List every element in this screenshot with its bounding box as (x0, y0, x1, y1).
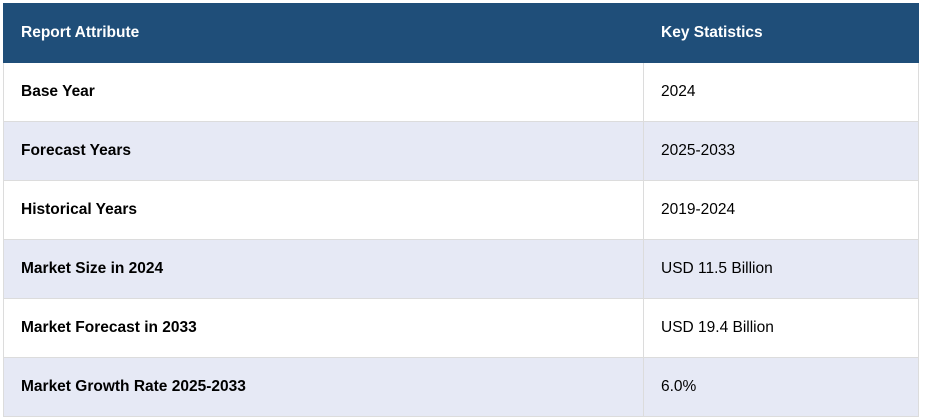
row-attribute: Forecast Years (3, 121, 644, 181)
table-row: Market Size in 2024 USD 11.5 Billion (3, 239, 919, 299)
table-row: Forecast Years 2025-2033 (3, 121, 919, 181)
row-value: 2024 (643, 62, 919, 122)
table-row: Base Year 2024 (3, 62, 919, 122)
row-attribute: Market Forecast in 2033 (3, 298, 644, 358)
row-value: 6.0% (643, 357, 919, 417)
row-value: USD 11.5 Billion (643, 239, 919, 299)
report-statistics-table: Report Attribute Key Statistics Base Yea… (3, 3, 919, 417)
row-value: 2019-2024 (643, 180, 919, 240)
header-report-attribute: Report Attribute (3, 3, 644, 63)
table-row: Market Forecast in 2033 USD 19.4 Billion (3, 298, 919, 358)
row-attribute: Base Year (3, 62, 644, 122)
row-attribute: Historical Years (3, 180, 644, 240)
table-header-row: Report Attribute Key Statistics (3, 3, 919, 63)
row-attribute: Market Growth Rate 2025-2033 (3, 357, 644, 417)
row-value: USD 19.4 Billion (643, 298, 919, 358)
header-key-statistics: Key Statistics (643, 3, 919, 63)
table-row: Historical Years 2019-2024 (3, 180, 919, 240)
row-value: 2025-2033 (643, 121, 919, 181)
row-attribute: Market Size in 2024 (3, 239, 644, 299)
table-row: Market Growth Rate 2025-2033 6.0% (3, 357, 919, 417)
